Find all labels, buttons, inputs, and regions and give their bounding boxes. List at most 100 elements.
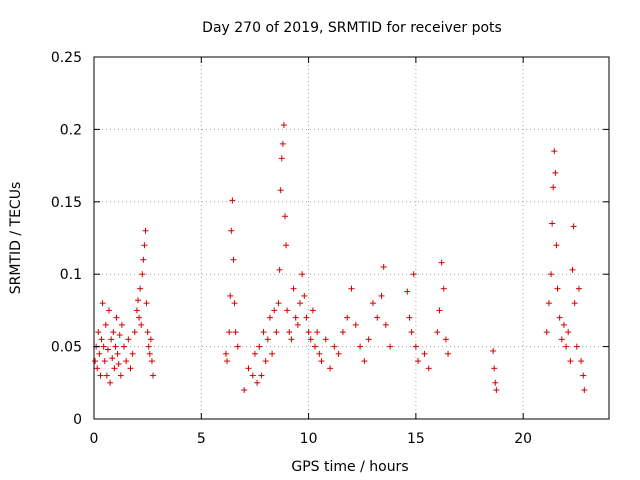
data-point [565,329,572,336]
data-point [99,300,106,307]
data-point [245,365,252,372]
data-point [111,365,118,372]
data-point [382,321,389,328]
data-point [140,256,147,263]
x-tick-label: 10 [300,431,318,447]
data-point [145,343,152,350]
y-tick-label: 0.2 [60,122,82,138]
data-point [131,329,138,336]
data-point [318,358,325,365]
data-point [107,379,114,386]
y-tick-label: 0 [73,412,82,428]
data-point [224,358,231,365]
data-point [573,343,580,350]
data-point [445,350,452,357]
data-point [113,314,120,321]
data-point [133,307,140,314]
data-point [262,358,269,365]
x-tick-label: 5 [197,431,206,447]
data-point [148,358,155,365]
x-tick-label: 20 [514,431,532,447]
data-point [378,292,385,299]
data-point [335,350,342,357]
data-point [258,372,265,379]
x-axis-ticks: 0 5 10 15 20 [90,57,532,447]
data-point [249,372,256,379]
data-point [545,300,552,307]
data-point [266,314,273,321]
data-point [104,346,111,353]
data-point [415,358,422,365]
data-point [550,184,557,191]
data-point [228,227,235,234]
data-point [269,350,276,357]
data-point [553,242,560,249]
data-point [549,220,556,227]
data-point [138,321,145,328]
data-point [387,343,394,350]
data-point [141,242,148,249]
data-point [490,347,497,354]
data-point [283,242,290,249]
data-point [551,148,558,155]
data-point [570,223,577,230]
data-point [299,271,306,278]
data-point [442,336,449,343]
data-point [234,343,241,350]
data-point [118,321,125,328]
y-tick-label: 0.25 [51,50,82,66]
data-point [580,372,587,379]
data-point [150,372,157,379]
data-point [134,297,141,304]
data-point [578,358,585,365]
data-point [96,350,103,357]
data-point [380,263,387,270]
data-point [260,329,267,336]
data-point [352,321,359,328]
chart-title: Day 270 of 2019, SRMTID for receiver pot… [202,20,502,36]
data-point [492,379,499,386]
data-point [331,343,338,350]
data-point [232,329,239,336]
data-point [230,256,237,263]
data-point [276,266,283,273]
data-point [316,350,323,357]
data-point [286,329,293,336]
data-point [284,307,291,314]
data-point [281,213,288,220]
data-point [554,285,561,292]
data-point [108,336,115,343]
y-axis-ticks: 0 0.05 0.1 0.15 0.2 0.25 [51,50,609,428]
data-point [301,292,308,299]
data-point [425,365,432,372]
data-point [227,292,234,299]
data-point [556,314,563,321]
y-tick-label: 0.15 [51,195,82,211]
data-point [125,336,132,343]
data-point [92,358,99,365]
data-point [434,329,441,336]
data-point [493,387,500,394]
y-axis-label: SRMTID / TECUs [8,182,24,295]
data-point [112,343,119,350]
data-point [288,336,295,343]
data-point [309,307,316,314]
y-tick-label: 0.1 [60,267,82,283]
data-point [327,365,334,372]
data-point [110,329,117,336]
data-point [226,329,233,336]
data-point [305,329,312,336]
data-point [303,314,310,321]
data-point [307,336,314,343]
data-point [571,300,578,307]
x-tick-label: 15 [407,431,425,447]
data-point [254,379,261,386]
data-point [123,358,130,365]
x-tick-label: 0 [90,431,99,447]
data-point [114,350,121,357]
data-point [436,307,443,314]
data-points [92,122,588,394]
data-point [558,336,565,343]
data-point [264,336,271,343]
data-point [117,372,124,379]
